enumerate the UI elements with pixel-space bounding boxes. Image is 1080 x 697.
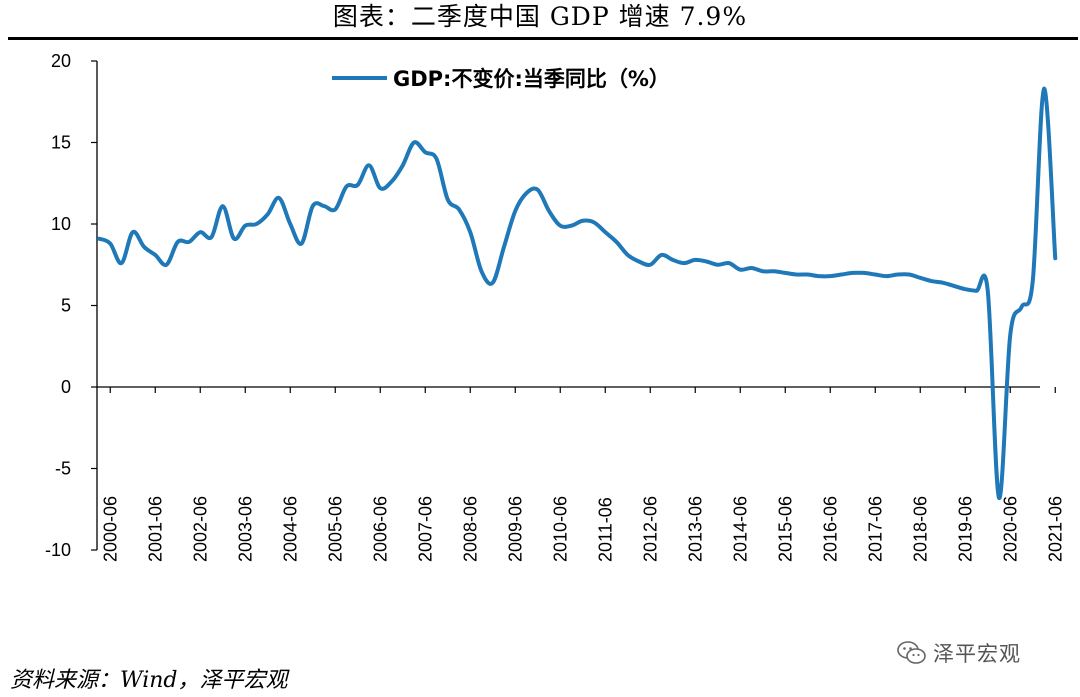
x-tick-label: 2016-06 [820,496,840,562]
wechat-icon [897,641,926,664]
x-tick-label: 2009-06 [505,496,525,562]
legend: GDP:不变价:当季同比（%） [332,67,670,91]
y-tick-label: -10 [45,540,71,560]
title-divider [8,37,1078,40]
x-tick-label: 2020-06 [1000,496,1020,562]
y-tick-label: 10 [51,214,71,234]
x-tick-label: 2017-06 [865,496,885,562]
x-tick-label: 2001-06 [145,496,165,562]
y-tick-label: 5 [61,296,71,316]
x-tick-label: 2008-06 [460,496,480,562]
x-tick-label: 2007-06 [415,496,435,562]
x-tick-label: 2018-06 [910,496,930,562]
y-axis-ticks: -10 -5 0 5 10 15 20 [45,51,97,560]
x-tick-label: 2015-06 [775,496,795,562]
x-tick-label: 2005-06 [325,496,345,562]
x-tick-label: 2012-06 [640,496,660,562]
watermark: 泽平宏观 [897,638,1021,668]
y-tick-label: -5 [55,459,71,479]
x-tick-label: 2000-06 [100,496,120,562]
x-axis-ticks: 2000-06 2001-06 2002-06 2003-06 2004-06 2005-… [100,387,1065,562]
y-tick-label: 0 [61,377,71,397]
x-tick-label: 2006-06 [370,496,390,562]
x-tick-label: 2019-06 [955,496,975,562]
x-tick-label: 2021-06 [1045,496,1065,562]
series-line-gdp [97,86,1058,500]
series-layer [97,86,1058,500]
x-tick-label: 2011-06 [595,497,615,562]
x-tick-label: 2014-06 [730,496,750,562]
x-tick-label: 2002-06 [190,496,210,562]
chart-axes [96,61,1040,550]
source-note: 资料来源：Wind，泽平宏观 [10,668,288,693]
x-tick-label: 2003-06 [235,496,255,562]
y-tick-label: 20 [51,51,71,71]
x-tick-label: 2004-06 [280,496,300,562]
watermark-text: 泽平宏观 [933,642,1021,666]
legend-label: GDP:不变价:当季同比（%） [393,67,670,91]
x-tick-label: 2010-06 [550,496,570,562]
x-tick-label: 2013-06 [685,496,705,562]
figure-title: 图表：二季度中国 GDP 增速 7.9% [332,2,748,31]
y-tick-label: 15 [51,133,71,153]
